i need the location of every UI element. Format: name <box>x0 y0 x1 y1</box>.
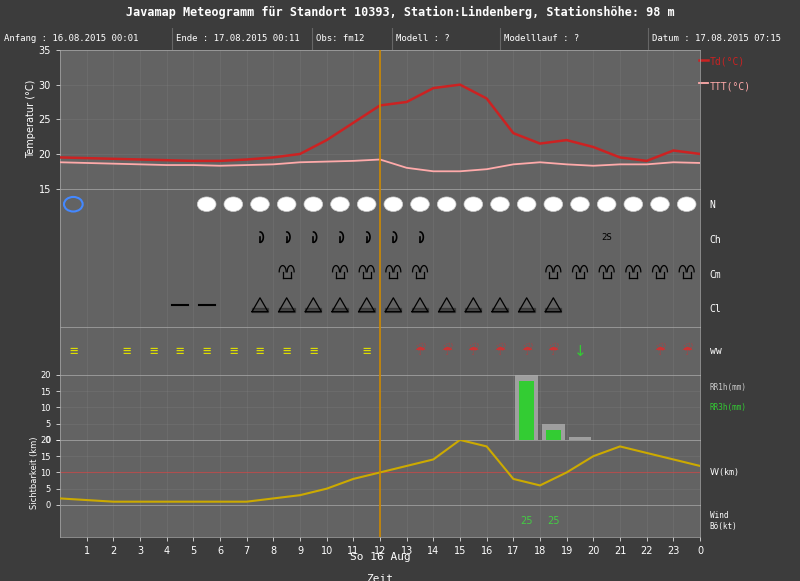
Text: Ende : 17.08.2015 00:11: Ende : 17.08.2015 00:11 <box>176 34 300 44</box>
Text: ☔: ☔ <box>414 345 426 358</box>
Text: RR1h(mm): RR1h(mm) <box>710 383 746 392</box>
Text: Wind
Bö(kt): Wind Bö(kt) <box>710 511 738 531</box>
Text: Datum : 17.08.2015 07:15: Datum : 17.08.2015 07:15 <box>652 34 781 44</box>
Ellipse shape <box>198 197 216 211</box>
Text: Zeit: Zeit <box>366 574 394 581</box>
Text: Javamap Meteogramm für Standort 10393, Station:Lindenberg, Stationshöhe: 98 m: Javamap Meteogramm für Standort 10393, S… <box>126 6 674 19</box>
Text: TTT(°C): TTT(°C) <box>710 81 750 91</box>
Text: Cl: Cl <box>710 304 722 314</box>
Ellipse shape <box>304 197 322 211</box>
Text: ≡: ≡ <box>202 344 211 358</box>
Text: RR3h(mm): RR3h(mm) <box>710 403 746 412</box>
Text: ☔: ☔ <box>468 345 479 358</box>
Text: ≡: ≡ <box>256 344 264 358</box>
Ellipse shape <box>544 197 562 211</box>
Ellipse shape <box>250 197 270 211</box>
Ellipse shape <box>358 197 376 211</box>
Text: ☔: ☔ <box>548 345 559 358</box>
Text: Modelllauf : ?: Modelllauf : ? <box>504 34 579 44</box>
Bar <box>515 375 538 440</box>
Text: Modell : ?: Modell : ? <box>396 34 450 44</box>
Text: ≡: ≡ <box>309 344 318 358</box>
Bar <box>542 424 565 440</box>
Ellipse shape <box>330 197 350 211</box>
Bar <box>519 382 534 440</box>
Text: ww: ww <box>710 346 722 356</box>
Text: 25: 25 <box>547 516 559 526</box>
Ellipse shape <box>438 197 456 211</box>
Text: ≡: ≡ <box>69 344 78 358</box>
Text: Obs: fm12: Obs: fm12 <box>316 34 364 44</box>
Text: N: N <box>710 200 715 210</box>
Ellipse shape <box>464 197 482 211</box>
Text: ≡: ≡ <box>282 344 291 358</box>
Text: ≡: ≡ <box>149 344 158 358</box>
Text: ☔: ☔ <box>681 345 692 358</box>
Ellipse shape <box>650 197 670 211</box>
Y-axis label: Sichtbarkeit (km): Sichtbarkeit (km) <box>30 436 39 509</box>
Y-axis label: Temperatur (°C): Temperatur (°C) <box>26 80 36 159</box>
Ellipse shape <box>384 197 402 211</box>
Ellipse shape <box>624 197 642 211</box>
Text: So 16 Aug: So 16 Aug <box>350 552 410 562</box>
Text: 25: 25 <box>521 516 533 526</box>
Ellipse shape <box>224 197 242 211</box>
Ellipse shape <box>598 197 616 211</box>
Ellipse shape <box>490 197 510 211</box>
Text: ≡: ≡ <box>176 344 184 358</box>
Text: VV(km): VV(km) <box>710 468 739 477</box>
Text: ≡: ≡ <box>229 344 238 358</box>
Text: ↓: ↓ <box>574 343 586 358</box>
Text: Td(°C): Td(°C) <box>710 56 745 66</box>
Ellipse shape <box>410 197 430 211</box>
Text: ≡: ≡ <box>362 344 371 358</box>
Ellipse shape <box>518 197 536 211</box>
Bar <box>569 437 591 440</box>
Text: ☔: ☔ <box>521 345 532 358</box>
Bar <box>546 430 561 440</box>
Text: Cm: Cm <box>710 270 722 279</box>
Text: ☔: ☔ <box>441 345 452 358</box>
Text: Anfang : 16.08.2015 00:01: Anfang : 16.08.2015 00:01 <box>4 34 138 44</box>
Ellipse shape <box>570 197 590 211</box>
Text: ☔: ☔ <box>654 345 666 358</box>
Text: Ch: Ch <box>710 235 722 245</box>
Text: 2S: 2S <box>602 232 612 242</box>
Text: ≡: ≡ <box>122 344 131 358</box>
Text: ☔: ☔ <box>494 345 506 358</box>
Ellipse shape <box>278 197 296 211</box>
Ellipse shape <box>678 197 696 211</box>
